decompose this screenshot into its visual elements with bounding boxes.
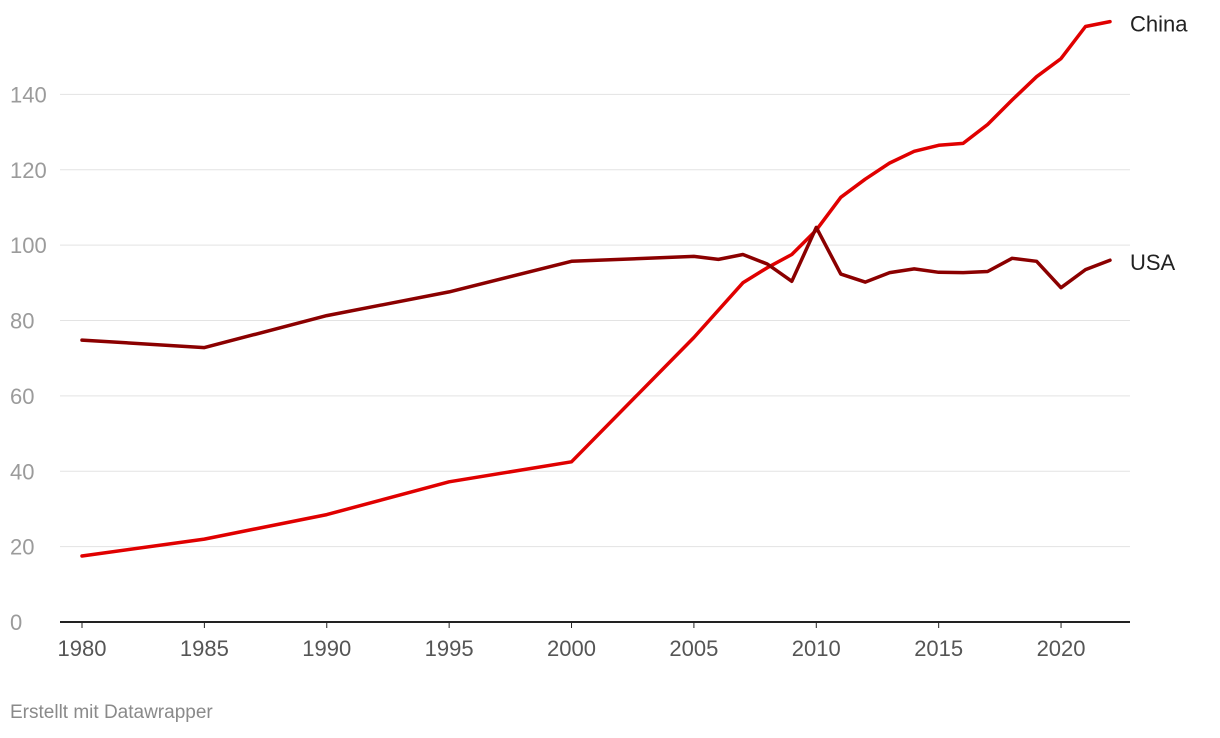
series-lines [80, 19, 1112, 558]
y-tick-label-80: 80 [10, 309, 34, 334]
x-tick-label-2010: 2010 [792, 636, 841, 661]
y-axis-ticks: 0 20 40 60 80 100 120 140 [10, 82, 47, 635]
x-tick-label-2020: 2020 [1037, 636, 1086, 661]
series-line-china [80, 19, 1112, 558]
y-tick-label-60: 60 [10, 384, 34, 409]
y-tick-label-20: 20 [10, 535, 34, 560]
x-tick-label-1985: 1985 [180, 636, 229, 661]
series-label-china: China [1130, 12, 1188, 37]
y-tick-label-100: 100 [10, 233, 47, 258]
y-tick-label-0: 0 [10, 610, 22, 635]
series-labels: China USA [1130, 12, 1188, 276]
x-tick-label-2015: 2015 [914, 636, 963, 661]
x-tick-label-1990: 1990 [302, 636, 351, 661]
y-tick-label-120: 120 [10, 158, 47, 183]
x-tick-label-2000: 2000 [547, 636, 596, 661]
footer-credit: Erstellt mit Datawrapper [10, 702, 213, 723]
x-tick-label-1980: 1980 [58, 636, 107, 661]
y-tick-label-140: 140 [10, 82, 47, 107]
line-chart: 0 20 40 60 80 100 120 140 1980 1985 1990 1995 2000 2… [10, 12, 1188, 661]
x-tick-label-2005: 2005 [669, 636, 718, 661]
series-line-usa [80, 225, 1112, 350]
series-label-usa: USA [1130, 250, 1176, 275]
gridlines [60, 93, 1130, 623]
y-tick-label-40: 40 [10, 459, 34, 484]
x-axis-ticks: 1980 1985 1990 1995 2000 2005 2010 2015 2020 [58, 622, 1086, 661]
x-tick-label-1995: 1995 [425, 636, 474, 661]
